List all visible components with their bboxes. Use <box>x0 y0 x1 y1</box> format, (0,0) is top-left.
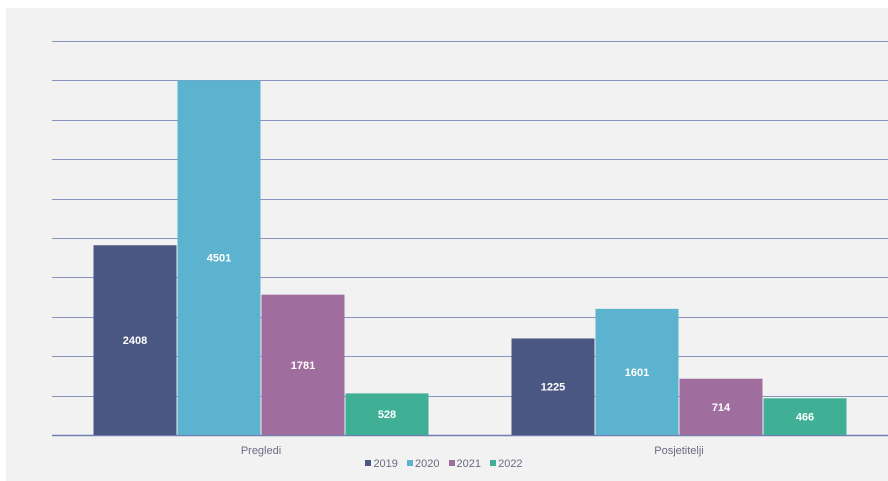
legend-swatch-2020 <box>406 460 413 466</box>
legend-label-2022: 2022 <box>498 458 523 470</box>
data-label: 4501 <box>207 253 231 265</box>
legend-item-2021: 2021 <box>448 458 482 470</box>
legend-item-2020: 2020 <box>406 458 440 470</box>
legend-label-2020: 2020 <box>414 458 440 470</box>
gridlines <box>52 41 888 437</box>
data-label: 1601 <box>625 367 649 379</box>
legend-swatch-2022 <box>490 460 497 466</box>
legend-swatch-2021 <box>448 460 455 466</box>
legend: 2019 2020 2021 2022 <box>0 458 888 470</box>
data-labels: 2408 4501 1781 528 1225 1601 714 466 <box>123 253 814 424</box>
bar-2020-posjetitelji <box>595 308 679 435</box>
bar-2019-pregledi <box>93 245 177 435</box>
legend-label-2019: 2019 <box>373 458 398 470</box>
bar-2022-pregledi <box>345 393 429 435</box>
data-label: 1781 <box>291 360 315 372</box>
data-label: 2408 <box>123 335 147 347</box>
legend-item-2022: 2022 <box>490 458 523 470</box>
bar-2020-pregledi <box>177 80 261 435</box>
category-label: Pregledi <box>241 445 281 457</box>
data-label: 714 <box>712 402 731 414</box>
data-label: 466 <box>796 412 814 424</box>
legend-item-2019: 2019 <box>365 458 398 470</box>
category-labels: Pregledi Posjetitelji <box>241 445 704 457</box>
bar-2022-posjetitelji <box>763 398 847 435</box>
bar-2019-posjetitelji <box>511 338 595 435</box>
data-label: 1225 <box>541 382 565 394</box>
bar-2021-posjetitelji <box>679 378 763 435</box>
bars <box>93 80 847 435</box>
category-label: Posjetitelji <box>654 445 704 457</box>
bar-2021-pregledi <box>261 294 345 435</box>
legend-swatch-2019 <box>365 460 372 466</box>
legend-label-2021: 2021 <box>456 458 482 470</box>
data-label: 528 <box>378 409 396 421</box>
